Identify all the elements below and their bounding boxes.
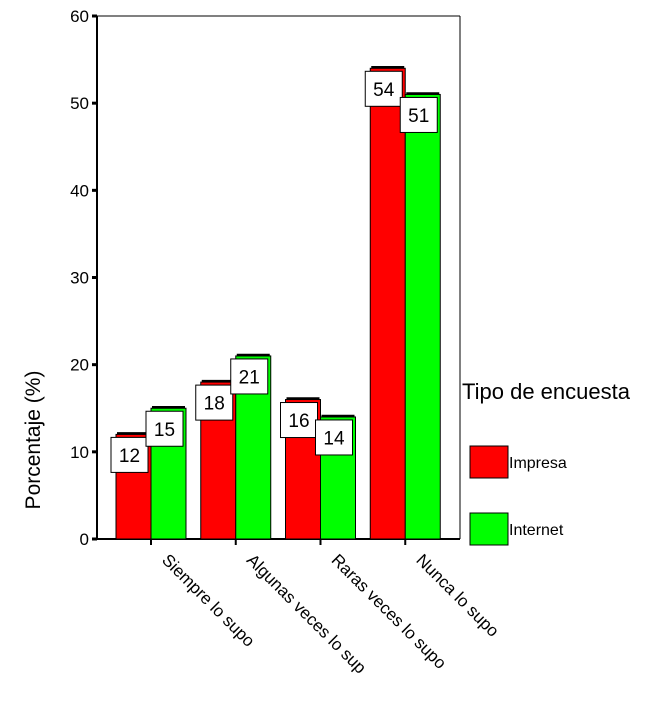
data-label-box [315,419,353,456]
legend-swatch-impresa [469,445,509,479]
data-label-box [399,96,438,133]
y-tick-label: 30 [70,269,89,288]
data-label: 16 [288,411,309,432]
y-tick-label: 40 [70,181,89,200]
data-label-box [280,402,318,439]
data-label-box [195,384,234,421]
legend-label: Internet [509,522,564,539]
y-tick-label: 20 [70,356,89,375]
bar-impresa [369,67,406,540]
legend: Tipo de encuesta Impresa Internet [462,379,631,546]
bars [115,66,441,540]
data-label: 54 [373,80,395,101]
y-axis: 0 10 20 30 40 50 60 [70,7,98,549]
data-label: 12 [119,446,140,467]
x-tick-label: Siempre lo supo [158,550,258,650]
bar-internet [404,93,441,540]
data-labels: 12 15 18 21 16 14 54 51 [110,70,438,473]
y-axis-title: Porcentaje (%) [22,371,45,510]
legend-label: Impresa [509,455,567,472]
data-label: 51 [408,106,429,127]
data-label-box [364,70,403,107]
legend-swatch-internet [469,512,509,546]
legend-title: Tipo de encuesta [462,379,631,404]
y-tick-label: 0 [80,530,89,549]
y-tick-label: 60 [70,7,89,26]
data-label-box [110,436,149,473]
data-label: 21 [239,367,260,388]
y-tick-label: 50 [70,94,89,113]
data-label: 15 [154,420,175,441]
x-tick-label: Nunca lo supo [412,550,502,640]
y-tick-label: 10 [70,443,89,462]
data-label: 18 [204,394,225,415]
data-label-box [145,410,184,447]
data-label: 14 [323,428,345,449]
data-label-box [230,358,269,395]
